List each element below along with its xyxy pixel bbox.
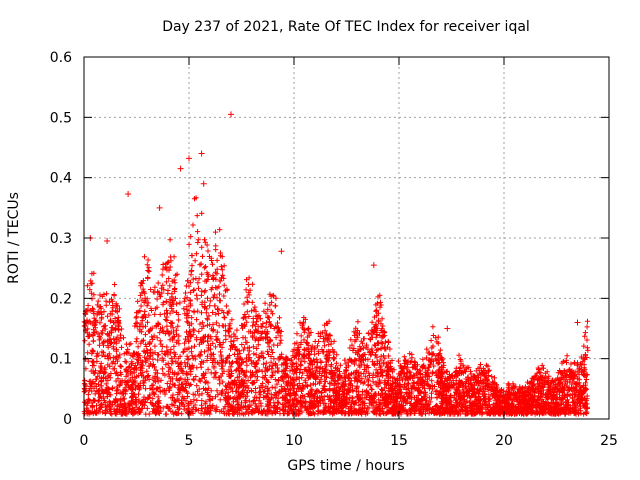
y-tick-label: 0.6 [50, 50, 72, 66]
gridlines [84, 57, 609, 419]
y-tick-label: 0.2 [50, 291, 72, 307]
y-tick-label: 0.3 [50, 231, 72, 247]
roti-outlier-point [186, 155, 192, 162]
y-tick-label: 0.5 [50, 110, 72, 126]
y-tick-label: 0.4 [50, 171, 72, 187]
roti-outlier-point [574, 319, 581, 326]
x-tick-label: 5 [185, 433, 194, 449]
chart-title: Day 237 of 2021, Rate Of TEC Index for r… [162, 19, 530, 35]
roti-outlier-point [200, 180, 207, 187]
x-tick-label: 0 [80, 433, 89, 449]
x-tick-label: 10 [285, 433, 303, 449]
x-tick-label: 20 [495, 433, 513, 449]
roti-outlier-point [278, 248, 285, 255]
x-tick-label: 25 [600, 433, 618, 449]
roti-outlier-point [198, 150, 205, 157]
x-axis-label: GPS time / hours [287, 458, 404, 474]
roti-outlier-point [228, 111, 234, 118]
tick-labels: 0 5 10 15 20 25 0 0.1 0.2 0.3 0.4 0.5 0.6 [50, 50, 618, 449]
y-axis-label: ROTI / TECUs [6, 192, 22, 284]
roti-outlier-point [125, 190, 132, 197]
roti-outlier-point [370, 262, 377, 269]
axis-ticks [83, 56, 610, 420]
roti-point-cloud [81, 195, 591, 417]
x-tick-label: 15 [390, 433, 408, 449]
data-points [81, 111, 591, 417]
y-tick-label: 0.1 [50, 352, 72, 368]
roti-outlier-point [156, 204, 163, 211]
roti-outlier-point [104, 238, 111, 245]
roti-outlier-point [444, 325, 451, 332]
roti-outlier-point [177, 165, 184, 172]
y-tick-label: 0 [63, 412, 72, 428]
